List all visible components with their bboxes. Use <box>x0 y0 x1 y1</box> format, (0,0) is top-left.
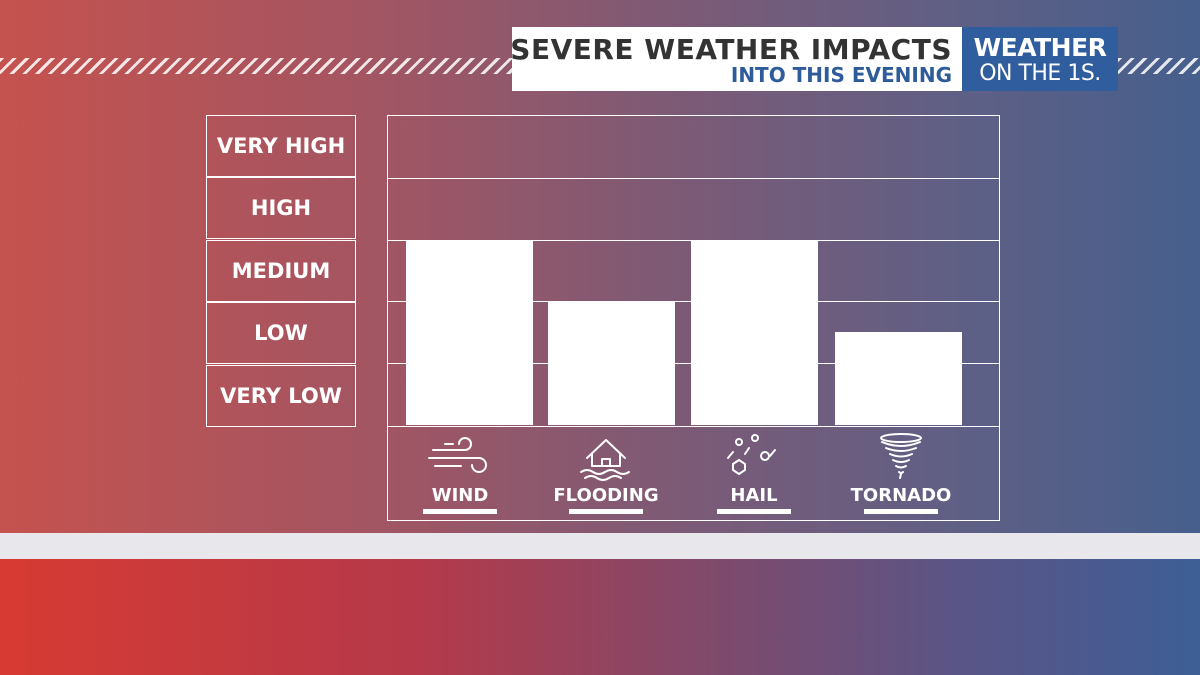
logo-line-2: ON THE 1S. <box>979 61 1101 86</box>
category-underline <box>569 509 643 514</box>
level-label: MEDIUM <box>206 239 356 302</box>
level-label: VERY LOW <box>206 364 356 427</box>
bar-flooding <box>548 301 675 425</box>
category-underline <box>717 509 791 514</box>
bar-hail <box>691 239 818 425</box>
category-label-hail: HAIL <box>730 485 778 506</box>
header-title-box: SEVERE WEATHER IMPACTS INTO THIS EVENING <box>510 27 962 91</box>
category-label-tornado: TORNADO <box>850 485 952 506</box>
chart-title: SEVERE WEATHER IMPACTS <box>510 33 952 66</box>
category-label-flooding: FLOODING <box>553 485 659 506</box>
category-underline <box>864 509 938 514</box>
level-label: HIGH <box>206 177 356 240</box>
bottom-band <box>0 559 1200 675</box>
bar-wind <box>406 239 533 425</box>
logo-line-1: WEATHER <box>973 33 1107 62</box>
chart-subtitle: INTO THIS EVENING <box>730 63 952 87</box>
tornado-icon <box>866 432 936 482</box>
plot-area <box>387 115 1000 427</box>
wind-icon <box>425 432 495 482</box>
category-underline <box>423 509 497 514</box>
hail-icon <box>719 432 789 482</box>
category-panel <box>387 427 1000 521</box>
weather-logo: WEATHER ON THE 1S. <box>962 27 1118 91</box>
lower-band <box>0 533 1200 559</box>
level-label: LOW <box>206 302 356 365</box>
gridline <box>388 177 999 179</box>
level-label: VERY HIGH <box>206 115 356 177</box>
bar-tornado <box>835 332 962 425</box>
category-label-wind: WIND <box>431 485 489 506</box>
decorative-stripe-left <box>0 58 512 74</box>
flood-house-icon <box>571 432 641 482</box>
decorative-stripe-right <box>1118 58 1200 74</box>
